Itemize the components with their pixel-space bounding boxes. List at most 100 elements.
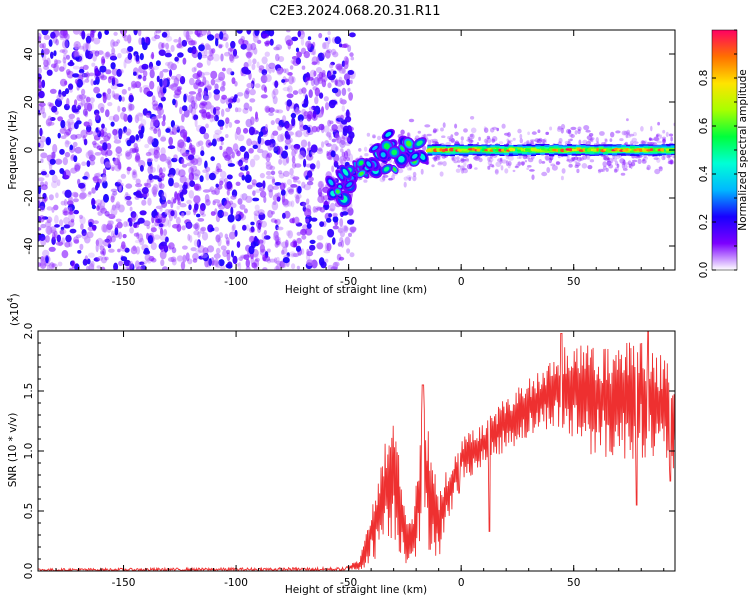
- noise-blob: [160, 244, 165, 252]
- noise-blob: [239, 193, 244, 202]
- halo-blob: [623, 164, 628, 169]
- noise-blob: [159, 250, 167, 260]
- noise-blob: [40, 152, 48, 159]
- noise-blob: [43, 48, 50, 55]
- noise-blob: [69, 144, 74, 151]
- noise-blob: [162, 114, 166, 122]
- noise-blob: [84, 78, 90, 83]
- halo-blob: [601, 168, 606, 172]
- noise-blob: [189, 77, 195, 86]
- halo-blob: [621, 130, 627, 136]
- noise-blob: [287, 72, 293, 76]
- colorbar-tick-label: 0.4: [698, 165, 710, 182]
- noise-blob: [284, 145, 288, 150]
- noise-blob: [126, 131, 131, 136]
- noise-blob: [39, 43, 45, 49]
- halo-blob: [441, 135, 446, 138]
- noise-blob: [124, 247, 130, 253]
- halo-blob: [534, 138, 540, 143]
- noise-blob: [113, 262, 119, 270]
- noise-blob: [279, 182, 286, 191]
- halo-blob: [514, 165, 519, 169]
- noise-blob: [100, 72, 105, 79]
- noise-blob: [231, 225, 235, 232]
- noise-blob: [290, 144, 295, 151]
- noise-blob: [323, 96, 329, 102]
- noise-blob: [255, 182, 263, 188]
- noise-blob: [165, 128, 171, 133]
- noise-blob: [165, 35, 173, 42]
- noise-blob: [178, 169, 186, 178]
- halo-blob: [558, 137, 563, 144]
- noise-blob: [40, 171, 48, 176]
- noise-blob: [65, 234, 72, 243]
- noise-blob: [108, 248, 115, 253]
- y-tick-label: 20: [23, 95, 35, 108]
- noise-blob: [167, 199, 172, 205]
- noise-blob: [104, 210, 110, 217]
- noise-blob: [248, 245, 255, 255]
- noise-blob: [301, 65, 306, 70]
- noise-blob: [253, 47, 258, 55]
- line-core: [520, 148, 524, 151]
- noise-blob: [137, 217, 145, 224]
- noise-blob: [265, 170, 272, 176]
- x-tick-label: -100: [224, 577, 248, 589]
- noise-blob: [345, 109, 350, 118]
- noise-blob: [172, 98, 176, 106]
- colorbar-label: Normalized spectral amplitude: [737, 69, 749, 230]
- noise-blob: [262, 267, 268, 270]
- x-tick-label: -150: [112, 577, 136, 589]
- noise-blob: [188, 172, 195, 182]
- noise-blob: [200, 101, 208, 106]
- noise-blob: [149, 166, 156, 173]
- noise-blob: [191, 67, 197, 73]
- noise-blob: [250, 42, 257, 51]
- noise-blob: [317, 147, 323, 152]
- halo-blob: [328, 155, 333, 161]
- noise-blob: [236, 30, 243, 34]
- halo-blob: [610, 131, 615, 138]
- noise-blob: [141, 187, 149, 194]
- noise-blob: [242, 224, 247, 231]
- noise-blob: [149, 69, 155, 79]
- noise-blob: [74, 99, 78, 106]
- noise-blob: [269, 38, 274, 46]
- noise-blob: [228, 231, 236, 240]
- noise-blob: [254, 235, 258, 243]
- noise-blob: [120, 182, 124, 187]
- noise-blob: [119, 69, 124, 74]
- noise-blob: [225, 134, 229, 138]
- noise-blob: [260, 74, 268, 84]
- noise-blob: [88, 252, 95, 258]
- noise-blob: [219, 180, 224, 186]
- noise-blob: [93, 257, 101, 262]
- halo-blob: [519, 155, 522, 159]
- noise-blob: [49, 158, 56, 165]
- noise-blob: [248, 148, 254, 154]
- noise-blob: [230, 42, 236, 47]
- noise-blob: [323, 201, 330, 206]
- noise-blob: [206, 57, 211, 66]
- noise-blob: [307, 126, 311, 133]
- noise-blob: [204, 43, 210, 51]
- noise-blob: [229, 55, 235, 63]
- noise-blob: [73, 209, 79, 215]
- noise-blob: [158, 49, 166, 56]
- noise-blob: [252, 190, 256, 197]
- halo-blob: [595, 137, 599, 143]
- noise-blob: [263, 235, 271, 240]
- noise-blob: [218, 44, 223, 49]
- halo-blob: [460, 157, 465, 163]
- noise-blob: [181, 113, 185, 123]
- noise-blob: [116, 221, 123, 229]
- halo-blob: [397, 168, 404, 174]
- noise-blob: [270, 120, 275, 126]
- noise-blob: [151, 100, 158, 107]
- noise-blob: [61, 237, 65, 245]
- noise-blob: [159, 233, 167, 241]
- halo-blob: [507, 156, 514, 161]
- halo-blob: [619, 138, 624, 142]
- noise-blob: [74, 164, 81, 172]
- noise-blob: [272, 201, 277, 205]
